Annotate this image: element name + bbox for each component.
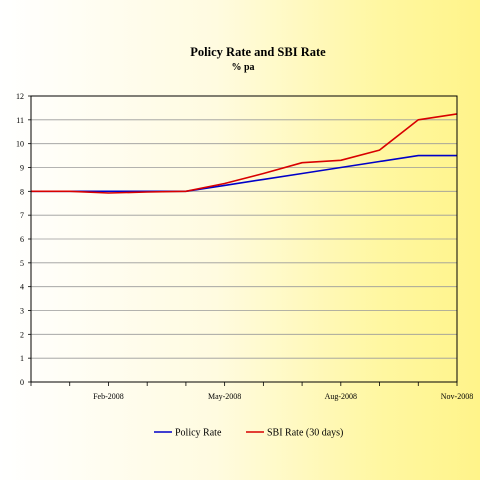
- plot-frame: [30, 95, 458, 383]
- x-tick-label: Feb-2008: [93, 392, 124, 401]
- legend-label-sbi-rate: SBI Rate (30 days): [267, 428, 343, 439]
- y-tick-label: 4: [20, 283, 24, 292]
- y-tick-label: 10: [16, 140, 24, 149]
- x-tick-label: Aug-2008: [325, 392, 357, 401]
- grid: [31, 119, 457, 359]
- y-tick-label: 12: [16, 92, 24, 101]
- chart-subtitle: % pa: [231, 62, 254, 73]
- legend-label-policy-rate: Policy Rate: [175, 428, 222, 439]
- y-tick-label: 5: [20, 259, 24, 268]
- x-tick-label: Nov-2008: [441, 392, 473, 401]
- x-axis: Feb-2008 May-2008 Aug-2008 Nov-2008: [30, 382, 473, 401]
- y-tick-label: 2: [20, 330, 24, 339]
- series-line-sbi-rate: [31, 113, 458, 194]
- y-tick-label: 0: [20, 378, 24, 387]
- y-tick-label: 6: [20, 235, 24, 244]
- chart-title: Policy Rate and SBI Rate: [190, 45, 326, 59]
- y-tick-label: 1: [20, 354, 24, 363]
- y-tick-label: 8: [20, 187, 24, 196]
- y-tick-label: 11: [16, 116, 24, 125]
- x-tick-label: May-2008: [208, 392, 241, 401]
- series-lines: [31, 113, 458, 194]
- y-tick-label: 7: [20, 211, 24, 220]
- y-tick-label: 9: [20, 164, 24, 173]
- series-line-policy-rate: [31, 154, 457, 193]
- legend: Policy Rate SBI Rate (30 days): [154, 428, 343, 439]
- y-tick-label: 3: [20, 307, 24, 316]
